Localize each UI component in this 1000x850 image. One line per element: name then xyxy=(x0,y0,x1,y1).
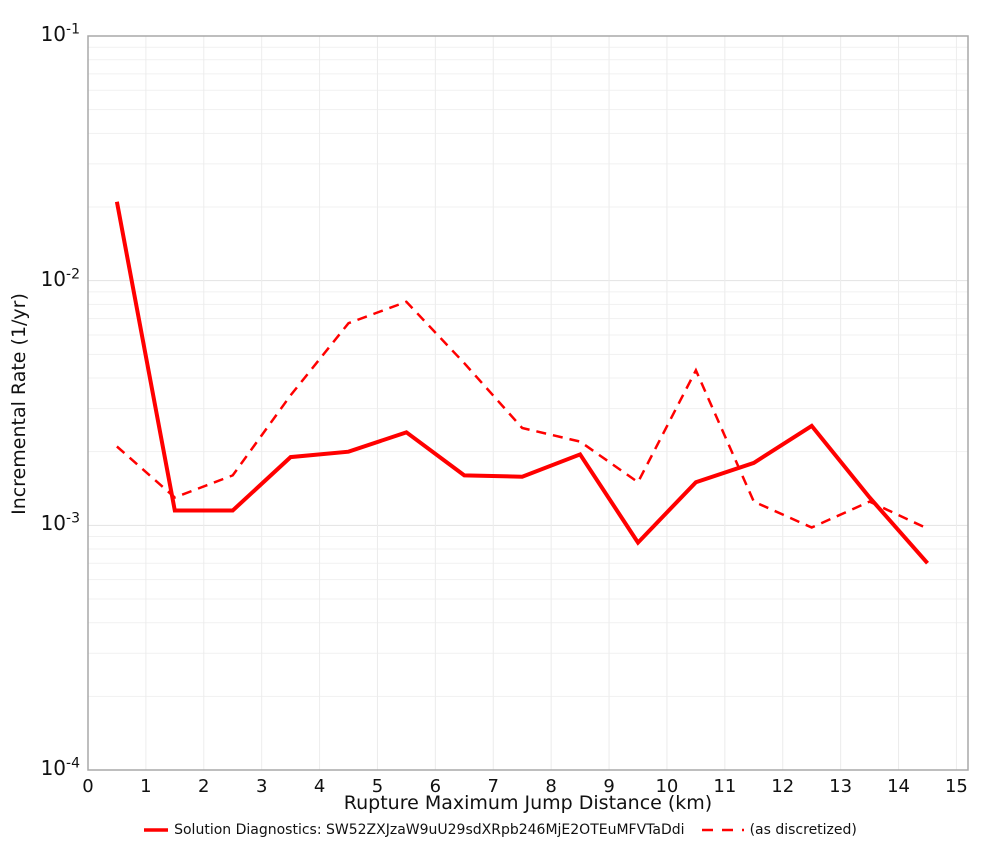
y-tick-label: 10-2 xyxy=(40,266,80,291)
x-tick-label: 13 xyxy=(829,776,853,797)
x-tick-label: 7 xyxy=(487,776,499,797)
x-tick-label: 5 xyxy=(371,776,384,797)
x-tick-label: 10 xyxy=(655,776,679,797)
x-tick-label: 3 xyxy=(255,776,268,797)
legend: Solution Diagnostics: SW52ZXJzaW9uU29sdX… xyxy=(0,822,1000,838)
x-tick-label: 9 xyxy=(603,776,615,797)
legend-label-solution: Solution Diagnostics: SW52ZXJzaW9uU29sdX… xyxy=(174,822,685,838)
y-tick-label: 10-3 xyxy=(40,510,80,536)
solid-line-swatch xyxy=(144,828,169,832)
legend-label-discretized: (as discretized) xyxy=(749,822,857,838)
y-tick-label: 10-4 xyxy=(40,755,80,780)
x-tick-label: 8 xyxy=(545,776,557,797)
x-tick-label: 2 xyxy=(198,776,210,797)
x-tick-label: 15 xyxy=(944,776,968,797)
y-tick-label: 10-1 xyxy=(40,21,80,46)
plot-border xyxy=(87,35,969,771)
discretized-rate-line xyxy=(116,300,929,530)
x-tick-label: 6 xyxy=(429,776,442,797)
x-axis-title: Rupture Maximum Jump Distance (km) xyxy=(343,792,713,814)
x-tick-label: 1 xyxy=(140,776,152,797)
x-tick-label: 14 xyxy=(887,776,910,797)
y-axis-title: Incremental Rate (1/yr) xyxy=(8,293,30,515)
x-tick-label: 12 xyxy=(771,776,795,797)
x-tick-label: 4 xyxy=(313,776,326,797)
x-tick-label: 0 xyxy=(82,776,94,797)
x-tick-label: 11 xyxy=(713,776,737,797)
dashed-line-swatch xyxy=(701,828,744,832)
solid-rate-line xyxy=(114,201,930,565)
